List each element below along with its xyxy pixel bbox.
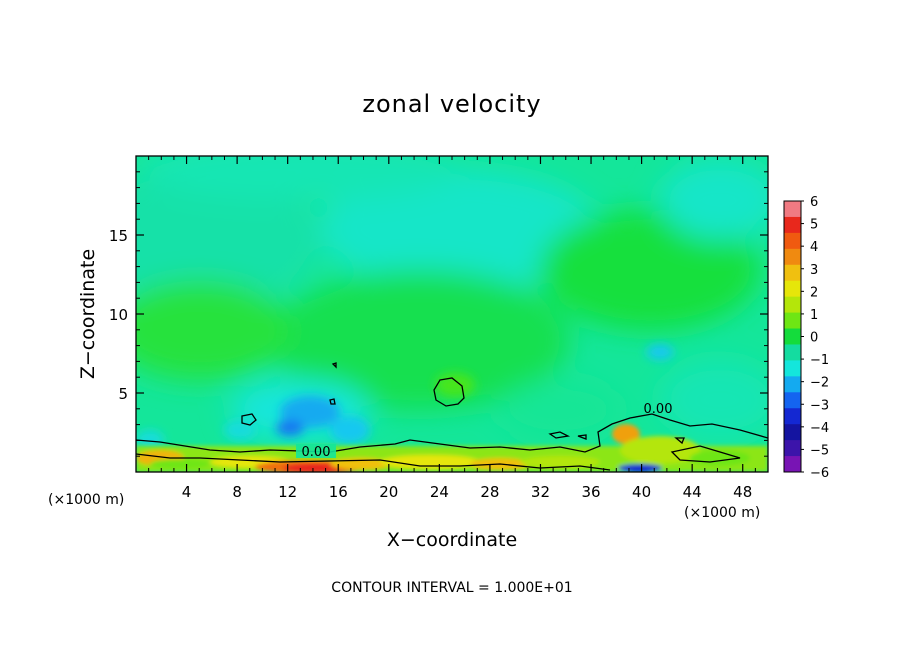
field-blob <box>330 416 370 444</box>
colorbar-tick-label: −3 <box>810 398 829 413</box>
colorbar-segment <box>784 232 801 250</box>
colorbar-tick-label: −4 <box>810 421 829 436</box>
chart-title: zonal velocity <box>362 90 541 118</box>
contour-interval-note: CONTOUR INTERVAL = 1.000E+01 <box>331 580 572 596</box>
y-axis-label: Z−coordinate <box>77 249 99 379</box>
field-blob <box>280 396 340 428</box>
colorbar-segment <box>784 201 801 218</box>
surface-blob <box>612 424 640 444</box>
x-axis-label: X−coordinate <box>387 529 517 551</box>
contour-label: 0.00 <box>302 445 331 460</box>
colorbar-tick-label: 1 <box>810 308 818 323</box>
colorbar-segment <box>784 264 801 282</box>
field-blob <box>646 344 674 360</box>
colorbar-tick-label: 5 <box>810 218 818 233</box>
x-tick-label: 16 <box>329 483 348 501</box>
colorbar-segment <box>784 408 801 425</box>
x-axis: 4 8 12 16 20 24 28 32 36 40 44 48 <box>148 156 756 501</box>
field-blob <box>320 170 600 290</box>
colorbar-segment <box>784 280 801 298</box>
x-tick-label: 36 <box>581 483 600 501</box>
field-blob <box>435 373 475 397</box>
colorbar-segment <box>784 312 801 330</box>
x-tick-label: 44 <box>683 483 702 501</box>
field-blob <box>500 380 620 440</box>
surface-blob <box>620 436 700 464</box>
x-unit-left: (×1000 m) <box>48 492 124 508</box>
surface-blob <box>150 459 210 469</box>
field-blob <box>270 270 570 410</box>
contour-line <box>136 413 768 453</box>
contour-line <box>670 445 741 463</box>
x-tick-label: 4 <box>182 483 192 501</box>
colorbar-segment <box>784 424 801 441</box>
field-blob <box>136 430 164 450</box>
x-tick-label: 40 <box>632 483 651 501</box>
colorbar-tick-label: −5 <box>810 443 829 458</box>
colorbar-segment <box>784 456 801 473</box>
colorbar-segment <box>784 440 801 457</box>
x-tick-label: 32 <box>531 483 550 501</box>
surface-blob <box>520 456 600 468</box>
y-tick-label: 15 <box>109 227 128 245</box>
field-blob <box>276 420 304 436</box>
field-blob <box>660 160 768 240</box>
surface-blob <box>618 464 662 472</box>
contour-line <box>577 434 587 440</box>
colorbar-tick-label: −1 <box>810 353 829 368</box>
x-tick-label: 12 <box>278 483 297 501</box>
colorbar-tick-label: 0 <box>810 331 818 346</box>
colorbar-tick-label: 4 <box>810 240 818 255</box>
field-blob <box>136 280 290 380</box>
y-tick-label: 5 <box>118 385 128 403</box>
contour-line <box>674 437 685 445</box>
x-tick-label: 24 <box>430 483 449 501</box>
contour-line <box>329 398 336 405</box>
y-axis: 5 10 15 <box>109 171 768 457</box>
x-tick-label: 8 <box>232 483 242 501</box>
contour-line <box>548 431 571 439</box>
contour-label: 0.00 <box>644 402 673 417</box>
colorbar-segment <box>784 392 801 409</box>
y-tick-label: 10 <box>109 306 128 324</box>
field-blob <box>136 170 320 310</box>
x-unit-right: (×1000 m) <box>684 505 760 521</box>
colorbar-segment <box>784 216 801 234</box>
field-blob <box>140 156 460 200</box>
x-tick-label: 48 <box>733 483 752 501</box>
colorbar-tick-label: 2 <box>810 285 818 300</box>
contour-line <box>241 413 257 426</box>
colorbar-segment <box>784 248 801 266</box>
contour-line <box>331 362 337 369</box>
field-blob <box>224 420 256 440</box>
colorbar-tick-label: −2 <box>810 376 829 391</box>
colorbar-segment <box>784 360 801 377</box>
colorbar-segment <box>784 376 801 393</box>
colorbar-tick-label: 3 <box>810 263 818 278</box>
x-tick-label: 20 <box>379 483 398 501</box>
field-blob <box>540 210 760 330</box>
colorbar-segment <box>784 328 801 345</box>
heatmap-field: 0.00 0.00 <box>136 156 768 472</box>
colorbar-tick-label: 6 <box>810 195 818 210</box>
field-blob <box>660 360 768 440</box>
contour-line <box>433 377 465 407</box>
colorbar-tick-label: −6 <box>810 466 829 481</box>
colorbar: 6 5 4 3 2 1 0 −1 −2 −3 −4 −5 −6 <box>783 195 829 481</box>
colorbar-segment <box>784 344 801 361</box>
x-tick-label: 28 <box>480 483 499 501</box>
colorbar-segment <box>784 296 801 314</box>
